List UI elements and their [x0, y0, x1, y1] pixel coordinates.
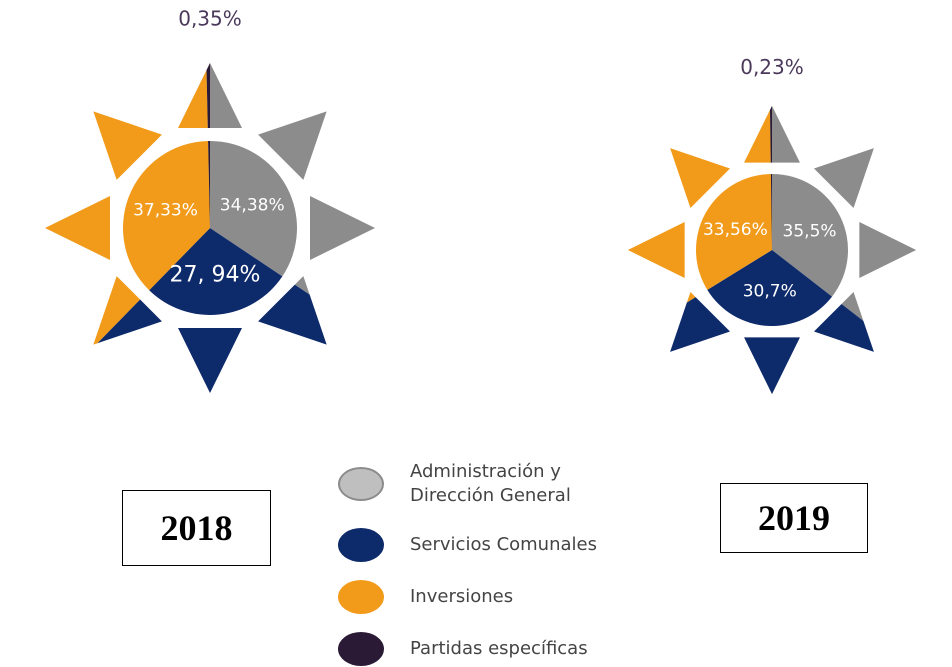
sun-ray	[45, 196, 110, 260]
value-label: 0,35%	[178, 7, 242, 31]
sun-ray	[178, 328, 242, 393]
value-label: 35,5%	[783, 222, 837, 242]
legend-swatch	[338, 467, 384, 501]
legend-label: Partidas específicas	[410, 637, 650, 661]
legend-item: Servicios Comunales	[338, 528, 650, 562]
pie	[45, 63, 375, 393]
legend-item: Inversiones	[338, 580, 650, 614]
sun-ray	[628, 222, 685, 278]
value-label: 27, 94%	[170, 263, 261, 288]
value-label: 37,33%	[133, 200, 198, 220]
legend-label: Servicios Comunales	[410, 533, 650, 557]
value-label: 0,23%	[740, 55, 804, 79]
legend-item: Partidas específicas	[338, 632, 650, 666]
year-box: 2019	[720, 483, 868, 553]
legend-swatch	[338, 632, 384, 666]
legend-swatch	[338, 528, 384, 562]
pie	[628, 106, 916, 394]
sun-ray	[859, 222, 916, 278]
chart: 34,38% 27, 94% 37,33% 0,35% 35,5% 30,7% 33,56%…	[0, 0, 952, 667]
legend-label: Administración y Dirección General	[410, 460, 610, 508]
sun-ray	[744, 337, 800, 394]
value-label: 34,38%	[220, 195, 285, 215]
value-label: 30,7%	[743, 282, 797, 302]
legend-label: Inversiones	[410, 585, 650, 609]
page: 34,38% 27, 94% 37,33% 0,35% 35,5% 30,7% 33,56%…	[0, 0, 952, 667]
value-label: 33,56%	[703, 220, 768, 240]
legend-item: Administración y Dirección General	[338, 460, 610, 508]
legend-swatch	[338, 580, 384, 614]
sun-ray	[310, 196, 375, 260]
year-box: 2018	[122, 490, 271, 566]
